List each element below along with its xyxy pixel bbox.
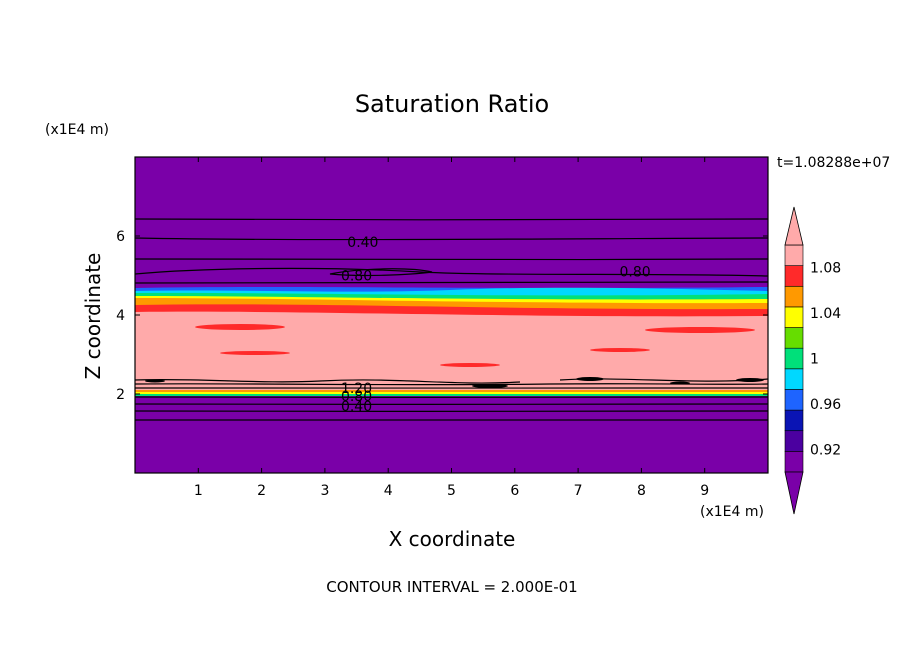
y-tick-label: 2: [116, 387, 125, 403]
contour-line: [134, 387, 769, 389]
x-tick-label: 7: [574, 483, 583, 499]
contour-island: [576, 377, 604, 381]
contour-lines: [134, 218, 769, 421]
colorbar-segment: [784, 327, 804, 349]
colorbar-segment: [784, 430, 804, 452]
y-tick-label: 6: [116, 229, 125, 245]
red-patch: [645, 327, 755, 333]
contour-label: 0.80: [341, 389, 372, 405]
colorbar-segment: [784, 306, 804, 328]
contour-island: [670, 381, 690, 385]
x-tick-label: 2: [257, 483, 266, 499]
red-patch: [195, 324, 285, 330]
colorbar-tick-label: 0.92: [810, 442, 841, 458]
contour-line: [134, 383, 769, 386]
contour-field: 0.400.800.801.200.800.40: [134, 157, 769, 473]
x-tick-label: 4: [384, 483, 393, 499]
colorbar-segment: [784, 389, 804, 411]
y-units-label: (x1E4 m): [45, 122, 109, 138]
colorbar-segment: [784, 347, 804, 370]
colorbar-segment: [784, 409, 804, 432]
contour-label-group: 0.400.800.801.200.800.40: [341, 235, 651, 415]
contour-island: [145, 379, 165, 383]
x-tick-label: 1: [194, 483, 203, 499]
time-label: t=1.08288e+07: [777, 155, 890, 171]
contour-line: [134, 237, 769, 241]
colorbar-under-arrow: [784, 471, 804, 515]
colorbar-segment: [784, 244, 804, 266]
colorbar-tick-label: 1.08: [810, 261, 841, 277]
contour-line: [134, 218, 769, 221]
contour-interval-footer: CONTOUR INTERVAL = 2.000E-01: [326, 578, 577, 596]
contour-label: 0.80: [619, 265, 650, 281]
x-axis: 1 2 3 4 5 6 7 8 9: [194, 157, 709, 499]
colorbar-tick-label: 1: [810, 352, 819, 368]
x-tick-label: 6: [510, 483, 519, 499]
y-axis: 2 4 6: [116, 229, 768, 403]
contour-line: [329, 268, 433, 277]
contour-island: [736, 378, 764, 382]
band-green-lower: [135, 394, 768, 396]
colorbar-segment: [784, 368, 804, 390]
red-patch: [440, 363, 500, 367]
colorbar: 1.08 1.04 1 0.96 0.92: [784, 206, 841, 515]
contour-label: 0.40: [347, 235, 378, 251]
x-axis-label: X coordinate: [389, 527, 516, 551]
x-tick-label: 3: [320, 483, 329, 499]
contour-label: 1.20: [341, 381, 372, 397]
x-units-label: (x1E4 m): [700, 504, 764, 520]
contour-islands: [145, 377, 764, 388]
band-orange-lower: [135, 390, 768, 392]
contour-line: [134, 378, 521, 384]
colorbar-tick-label: 0.96: [810, 397, 841, 413]
contour-island: [472, 384, 508, 388]
x-tick-label: 5: [447, 483, 456, 499]
red-patch: [220, 351, 290, 355]
contour-line: [134, 267, 769, 277]
colorbar-segment: [784, 265, 804, 287]
colorbar-segment: [784, 285, 804, 308]
chart-title: Saturation Ratio: [355, 90, 549, 118]
band-yellow-lower: [135, 392, 768, 394]
colorbar-segment: [784, 451, 804, 473]
contour-label: 0.40: [341, 399, 372, 415]
red-patch: [590, 348, 650, 352]
y-tick-label: 4: [116, 308, 125, 324]
x-tick-label: 8: [637, 483, 646, 499]
colorbar-over-arrow: [784, 206, 804, 246]
y-axis-label: Z coordinate: [81, 253, 105, 380]
contour-label: 0.80: [341, 269, 372, 285]
contour-line: [134, 281, 769, 284]
band-pink: [135, 311, 768, 392]
x-tick-label: 9: [700, 483, 709, 499]
colorbar-tick-label: 1.04: [810, 306, 841, 322]
